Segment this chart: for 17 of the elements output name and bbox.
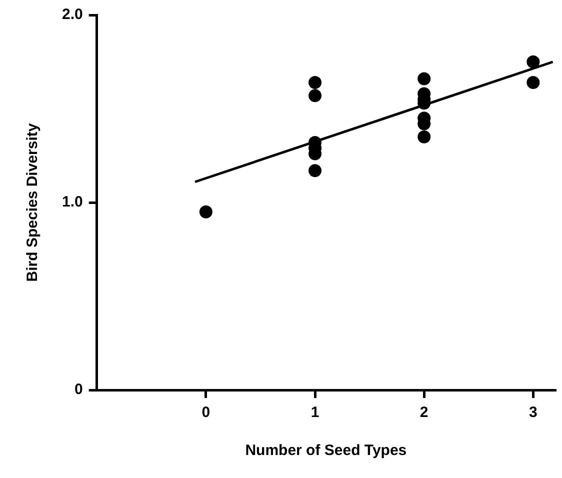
- point: [199, 205, 212, 218]
- point: [418, 130, 431, 144]
- x-tick-label: 3: [529, 404, 538, 422]
- x-tick-label: 0: [202, 404, 210, 422]
- point: [526, 76, 540, 89]
- y-axis-title: Bird Species Diversity: [24, 122, 42, 282]
- y-tick-label: 1.0: [62, 194, 83, 211]
- y-tick-label: 0: [74, 381, 83, 398]
- point: [308, 76, 322, 89]
- point: [418, 72, 431, 86]
- point: [308, 89, 322, 102]
- y-tick-label: 2.0: [62, 6, 83, 24]
- point: [526, 55, 540, 68]
- point: [308, 164, 322, 178]
- x-tick-label: 2: [420, 404, 428, 422]
- x-tick-label: 1: [310, 404, 320, 422]
- x-axis-title: Number of Seed Types: [245, 442, 407, 460]
